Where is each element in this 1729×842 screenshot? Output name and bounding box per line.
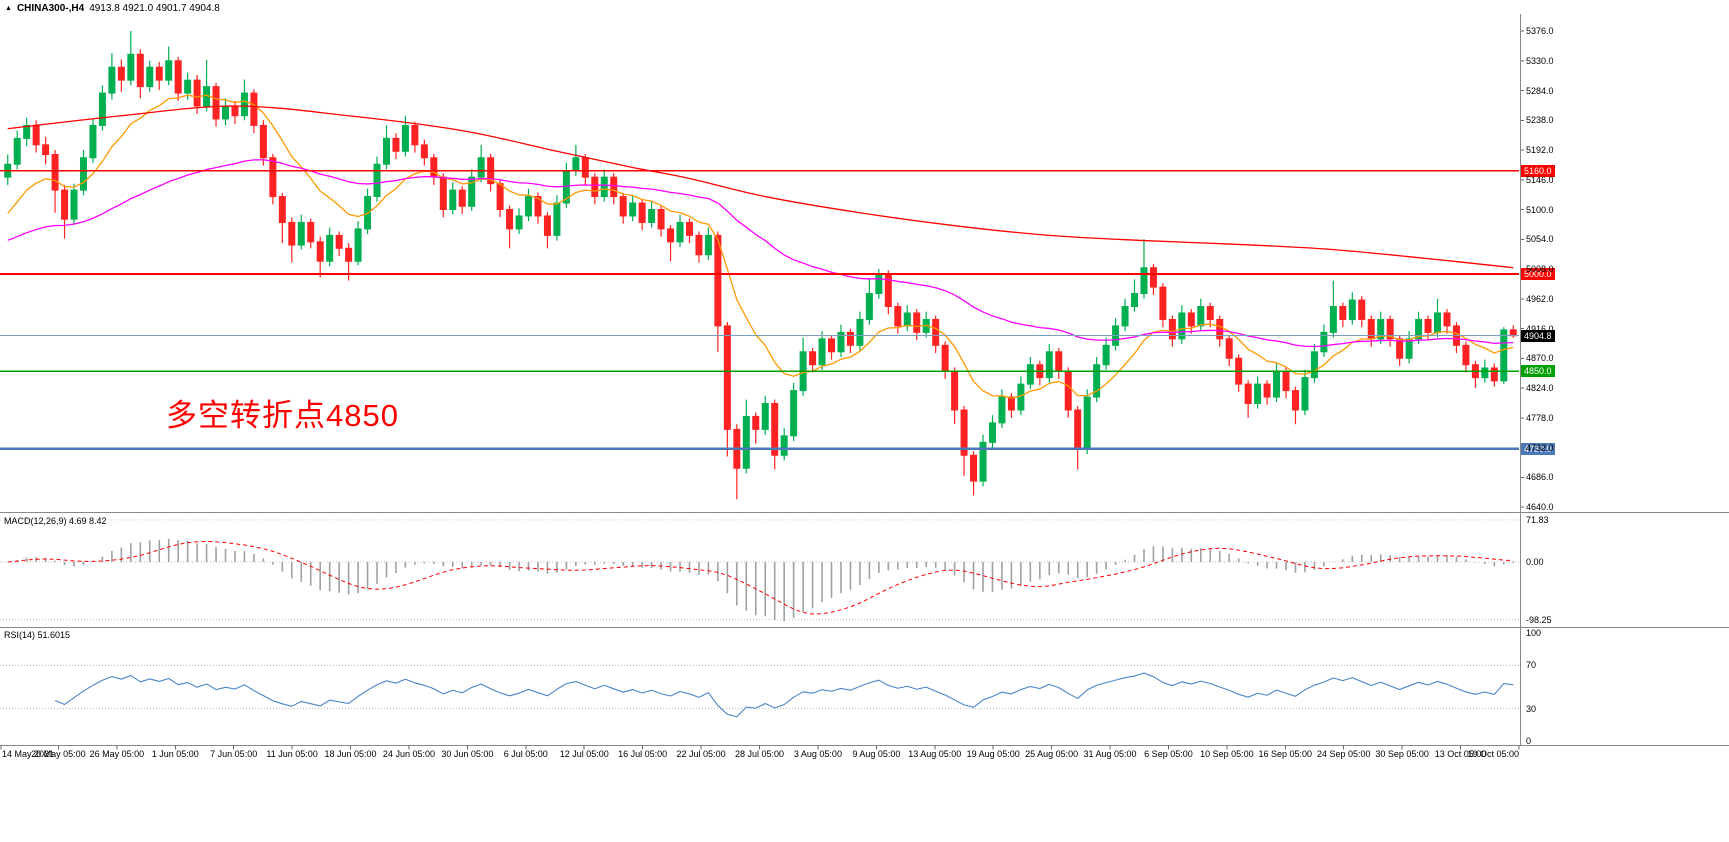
symbol-name: CHINA300-,H4 [16,3,85,14]
symbol-marker-icon: ▲ [5,4,12,12]
chart-header: ▲ CHINA300-,H4 4913.8 4921.0 4901.7 4904… [5,3,220,14]
ohlc-readout: 4913.8 4921.0 4901.7 4904.8 [89,3,220,14]
annotation-text: 多空转折点4850 [166,398,399,433]
rsi-indicator-label: RSI(14) 51.6015 [4,630,71,640]
price-axis[interactable] [1521,0,1729,745]
time-axis[interactable] [0,746,1729,768]
macd-indicator-label: MACD(12,26,9) 4.69 8.42 [4,516,107,526]
